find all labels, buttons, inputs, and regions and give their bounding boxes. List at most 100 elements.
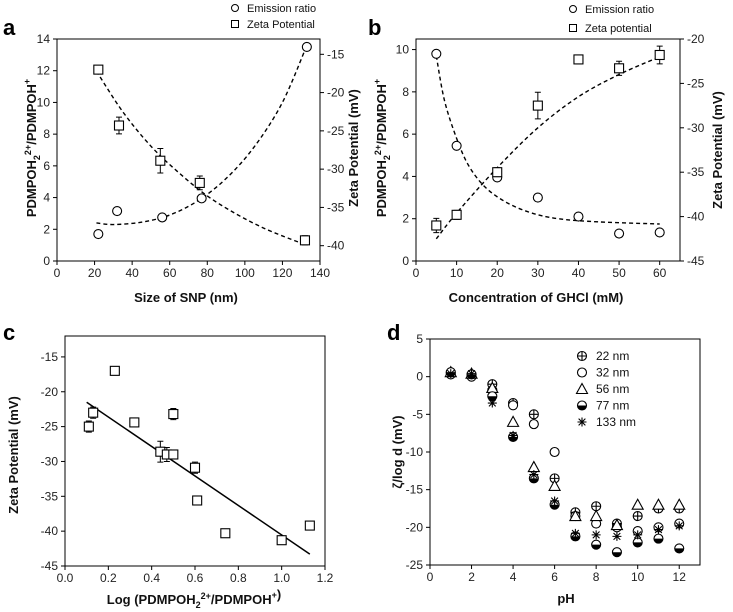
panel-d-ytick-label: 5 xyxy=(416,332,423,346)
panel-d-ylabel: ζ/log d (mV) xyxy=(390,415,405,488)
panel-a-series1-point xyxy=(155,155,166,166)
panel-a-series1-point xyxy=(299,235,311,246)
panel-a-right-ytick-label: -35 xyxy=(327,200,345,214)
panel-a-series0-point xyxy=(112,206,123,217)
panel-b-series0-point xyxy=(654,227,665,238)
panel-a-right-ytick-label: -15 xyxy=(327,47,345,61)
panel-a-right-ytick-label: -30 xyxy=(327,162,345,176)
panel-d-series2-point xyxy=(672,498,686,510)
panel-c-label: c xyxy=(3,320,15,345)
panel-d-series1-point xyxy=(528,419,539,430)
panel-c-point xyxy=(192,495,203,506)
panel-c-ytick-label: -15 xyxy=(41,350,59,364)
panel-b-series1-point xyxy=(654,49,665,61)
panel-b-ytick-label: 2 xyxy=(402,212,409,226)
panel-d-series2-point xyxy=(506,415,520,427)
panel-b-left-ylabel: PDMPOH22+/PDMPOH+ xyxy=(372,79,392,217)
panel-d-series0-point xyxy=(528,409,539,420)
marker-half-fill xyxy=(633,542,643,547)
panel-d-legend-marker xyxy=(576,367,588,378)
panel-a-xtick-label: 60 xyxy=(163,266,177,280)
panel-b-ytick-label: 8 xyxy=(402,85,409,99)
panel-a-xtick-label: 100 xyxy=(235,266,255,280)
panel-b-ytick-label: 0 xyxy=(402,254,409,268)
panel-a-right-ytick-label: -40 xyxy=(327,239,345,253)
panel-d-legend-label: 32 nm xyxy=(596,366,629,380)
panel-a-xtick-label: 40 xyxy=(125,266,139,280)
panel-b-ytick-label: 10 xyxy=(396,43,410,57)
panel-a-right-ytick-label: -20 xyxy=(327,86,345,100)
panel-a-series1-point xyxy=(93,64,104,75)
panel-c-ytick-label: -20 xyxy=(41,385,59,399)
marker-half-fill xyxy=(529,478,539,483)
marker-cross xyxy=(529,409,539,419)
panel-d-legend-label: 77 nm xyxy=(596,399,629,413)
marker-half-fill xyxy=(570,536,580,541)
panel-b-xtick-label: 0 xyxy=(413,266,420,280)
panel-a-series0-point xyxy=(196,193,207,204)
panel-d-series1-point xyxy=(508,400,519,411)
panel-d-series3-point xyxy=(653,533,664,544)
panel-b-xtick-label: 50 xyxy=(612,266,626,280)
panel-d-series4-point xyxy=(487,398,497,408)
panel-b-series0-point xyxy=(431,48,442,59)
panel-d-series4-point xyxy=(529,470,539,480)
panel-d: d pH ζ/log d (mV) 0 2 4 6 8 10 12 5 0 -5 -10 -15 -20… xyxy=(387,320,701,606)
panel-d-xtick-label: 2 xyxy=(468,570,475,584)
panel-d-legend-marker xyxy=(576,400,588,411)
panel-d-ytick-label: 0 xyxy=(416,370,423,384)
marker-half-fill xyxy=(612,552,622,557)
panel-a-xtick-label: 120 xyxy=(272,266,292,280)
panel-d-series1-point xyxy=(549,446,560,458)
panel-b-right-ytick-label: -30 xyxy=(687,121,705,135)
panel-a-right-ylabel: Zeta Potential (mV) xyxy=(346,89,361,207)
panel-c-xtick-label: 0.2 xyxy=(100,571,117,585)
panel-d-series0-point xyxy=(632,510,643,522)
panel-c-point xyxy=(168,409,179,420)
panel-b-fit-curve xyxy=(435,56,660,240)
panel-d-series4-point xyxy=(570,528,580,538)
panel-d-series2-point xyxy=(652,498,665,510)
panel-a-ytick-label: 8 xyxy=(43,127,50,141)
panel-d-legend-marker xyxy=(576,350,588,362)
panel-a-legend-zeta: Zeta Potential xyxy=(247,19,315,31)
panel-d-series4-point xyxy=(612,531,622,541)
marker-half-fill xyxy=(591,544,601,550)
panel-a-series1-point xyxy=(194,177,205,188)
panel-a-legend: Emission ratio Zeta Potential xyxy=(231,3,316,31)
panel-a-legend-emission: Emission ratio xyxy=(247,3,316,15)
legend-circle-icon xyxy=(569,5,577,13)
panel-c-xlabel: Log (PDMPOH22+/PDMPOH+) xyxy=(107,587,281,610)
panel-d-series4-point xyxy=(508,430,518,440)
panel-c-point xyxy=(129,417,140,428)
panel-d-ytick-label: -15 xyxy=(406,483,424,497)
panel-d-ytick-label: -5 xyxy=(412,407,423,421)
panel-d-series4-point xyxy=(653,525,663,535)
panel-b-right-ytick-label: -20 xyxy=(687,32,705,46)
panel-d-series2-point xyxy=(631,498,645,510)
panel-c-ytick-label: -40 xyxy=(41,524,59,538)
panel-d-series2-point xyxy=(548,479,562,491)
panel-c: c Log (PDMPOH22+/PDMPOH+) Zeta Potential… xyxy=(3,320,334,610)
panel-b-legend: Emission ratio Zeta potential xyxy=(569,4,654,35)
panel-a-label: a xyxy=(3,15,16,40)
panel-c-xtick-label: 0.0 xyxy=(57,571,74,585)
panel-a-right-ytick-label: -25 xyxy=(327,124,345,138)
marker-half-fill xyxy=(653,538,663,544)
panel-c-point xyxy=(109,365,120,376)
legend-circle-icon xyxy=(231,4,239,12)
panel-a-series0-point xyxy=(157,212,168,223)
panel-b-series1-point xyxy=(573,54,584,65)
panel-b-xtick-label: 30 xyxy=(531,266,545,280)
panel-d-series4-point xyxy=(467,369,477,379)
panel-d-series3-point xyxy=(674,543,685,554)
panel-b-right-ytick-label: -40 xyxy=(687,210,705,224)
panel-b-legend-emission: Emission ratio xyxy=(585,4,654,16)
panel-d-legend-marker xyxy=(577,417,587,427)
panel-b-series1-point xyxy=(431,220,442,231)
panel-d-xtick-label: 0 xyxy=(427,570,434,584)
panel-d-xtick-label: 10 xyxy=(631,570,645,584)
panel-b-series0-point xyxy=(532,192,543,203)
panel-a-xlabel: Size of SNP (nm) xyxy=(134,290,238,305)
